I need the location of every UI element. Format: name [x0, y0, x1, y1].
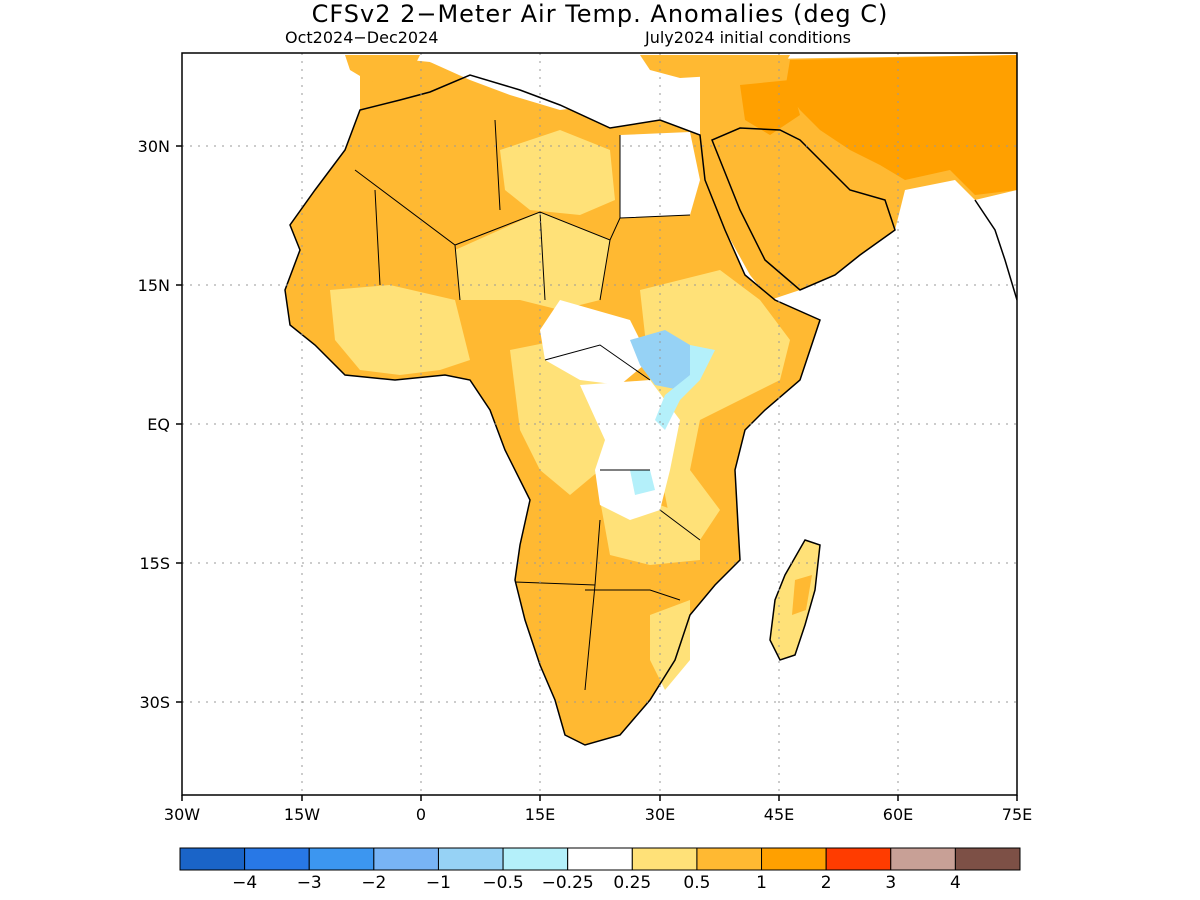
lon-label-75e: 75E: [1002, 805, 1032, 824]
country-borders-north: [354, 119, 691, 301]
initial-conditions: July2024 initial conditions: [645, 28, 851, 47]
lat-label-30n: 30N: [138, 137, 170, 156]
colorbar-swatch: [761, 847, 827, 871]
near-normal-congo: [580, 380, 680, 520]
colorbar-swatch: [954, 847, 1021, 871]
colorbar-label: −4: [232, 873, 257, 893]
colorbar-swatch: [502, 847, 569, 871]
near-normal-sudan: [540, 300, 650, 385]
colorbar-label: 3: [885, 873, 896, 893]
anomaly-cool-tanzania: [630, 470, 655, 495]
colorbar-swatch: [696, 847, 763, 871]
colorbar: −4 −3 −2 −1 −0.5 −0.25 0.25 0.5 1 2 3 4: [179, 847, 1021, 893]
colorbar-label: 1: [756, 873, 767, 893]
colorbar-label: 4: [950, 873, 961, 893]
turkey-edge: [640, 55, 790, 78]
india-coastline: [974, 199, 1017, 301]
lon-label-15w: 15W: [284, 805, 320, 824]
colorbar-label: 2: [821, 873, 832, 893]
anomaly-light-sahara: [500, 130, 615, 215]
colorbar-label: 0.5: [683, 873, 710, 893]
lat-label-eq: EQ: [147, 415, 170, 434]
colorbar-swatch: [179, 847, 246, 871]
ticks: [176, 145, 1018, 801]
colorbar-swatch: [567, 847, 633, 871]
colorbar-label: −3: [297, 873, 322, 893]
anomaly-1-2-iraq: [740, 80, 800, 135]
colorbar-swatch: [244, 847, 310, 871]
anomaly-shading: [285, 55, 1017, 745]
lon-label-0: 0: [416, 805, 426, 824]
forecast-period: Oct2024−Dec2024: [285, 28, 439, 47]
colorbar-swatch: [437, 847, 504, 871]
colorbar-label: −0.5: [482, 873, 523, 893]
colorbar-label: −2: [361, 873, 386, 893]
coastlines: [284, 74, 1017, 746]
lat-label-15s: 15S: [139, 554, 170, 573]
lon-label-45e: 45E: [764, 805, 794, 824]
lat-label-15n: 15N: [138, 276, 170, 295]
colorbar-label: 0.25: [613, 873, 651, 893]
anomaly-light-west: [330, 285, 470, 375]
grid: [182, 53, 1017, 795]
anomaly-cool-fringe: [655, 345, 715, 430]
anomaly-1-2-middle-east: [785, 55, 1017, 195]
madagascar-coastline: [769, 539, 821, 661]
africa-coastline: [284, 74, 821, 746]
anomaly-light-sahel: [455, 212, 610, 310]
colorbar-swatch: [825, 847, 892, 871]
lat-label-30s: 30S: [139, 693, 170, 712]
colorbar-swatch: [373, 847, 439, 871]
madagascar-warm: [792, 575, 812, 615]
lon-label-60e: 60E: [883, 805, 913, 824]
colorbar-label: −0.25: [542, 873, 594, 893]
lon-label-30e: 30E: [645, 805, 675, 824]
near-normal-northwest: [430, 60, 600, 110]
lon-label-30w: 30W: [164, 805, 200, 824]
colorbar-swatch: [631, 847, 698, 871]
iberia-edge: [345, 55, 420, 82]
colorbar-swatch: [308, 847, 375, 871]
colorbar-label: −1: [426, 873, 451, 893]
colorbar-swatch: [890, 847, 956, 871]
country-borders-south: [514, 344, 701, 691]
arabia-coastline: [711, 127, 896, 291]
lon-label-15e: 15E: [525, 805, 555, 824]
map-title: CFSv2 2−Meter Air Temp. Anomalies (deg C…: [311, 0, 889, 28]
anomaly-cool-south-sudan: [630, 330, 690, 390]
